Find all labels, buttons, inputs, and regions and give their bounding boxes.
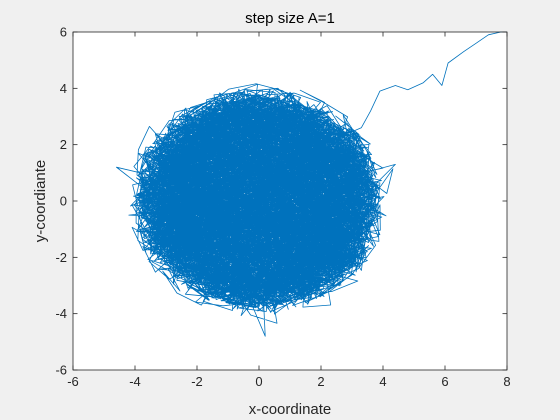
x-tick-label: 8 bbox=[503, 374, 510, 389]
y-tick-label: -4 bbox=[55, 306, 67, 321]
tick-layer: -6 -4 -2 0 2 4 6 8 -6 -4 -2 0 2 4 6 bbox=[55, 25, 510, 390]
y-tick-label: 4 bbox=[60, 81, 67, 96]
random-walk-series bbox=[116, 31, 507, 337]
y-tick-label: -2 bbox=[55, 250, 67, 265]
x-tick-label: 2 bbox=[317, 374, 324, 389]
x-tick-label: -6 bbox=[67, 374, 79, 389]
y-tick-label: -6 bbox=[55, 363, 67, 378]
y-tick-label: 6 bbox=[60, 25, 67, 40]
x-tick-label: 6 bbox=[441, 374, 448, 389]
y-tick-label: 0 bbox=[60, 194, 67, 209]
x-tick-label: 0 bbox=[255, 374, 262, 389]
y-tick-label: 2 bbox=[60, 137, 67, 152]
x-tick-label: -2 bbox=[191, 374, 203, 389]
data-layer bbox=[116, 31, 507, 337]
x-tick-label: -4 bbox=[129, 374, 141, 389]
chart-title: step size A=1 bbox=[245, 10, 335, 27]
x-axis-label: x-coordinate bbox=[249, 401, 332, 418]
y-axis-label: y-coordiante bbox=[32, 160, 49, 243]
x-tick-label: 4 bbox=[379, 374, 386, 389]
